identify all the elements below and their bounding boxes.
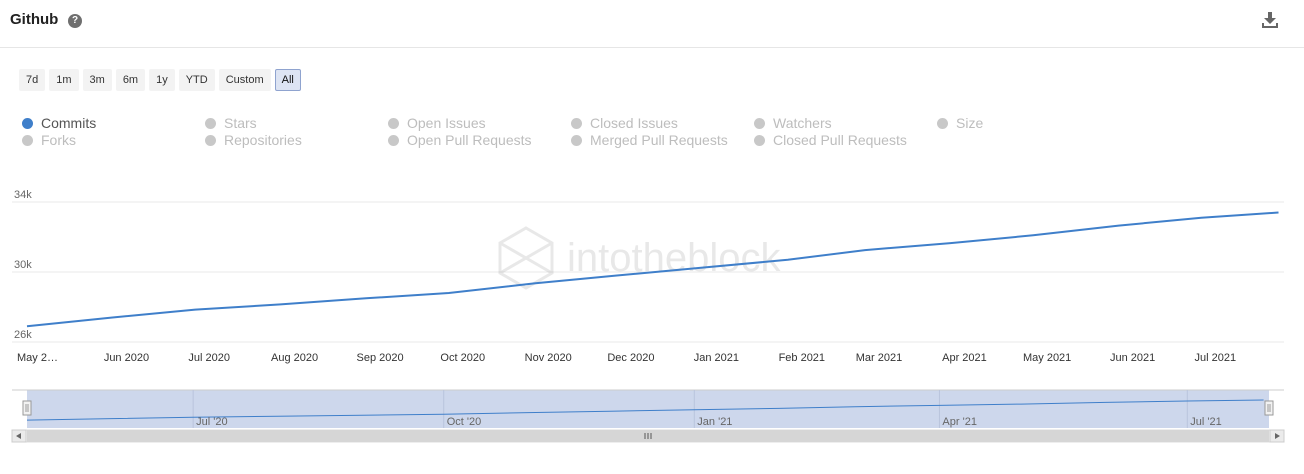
legend-label: Repositories <box>224 132 302 148</box>
navigator-label: Jul '20 <box>196 416 227 428</box>
legend-dot-icon <box>571 134 582 146</box>
range-button-3m[interactable]: 3m <box>82 69 112 91</box>
x-tick-label: May 2021 <box>1023 352 1071 364</box>
legend-label: Stars <box>224 115 257 131</box>
range-button-custom[interactable]: Custom <box>218 69 271 91</box>
download-icon[interactable] <box>1261 11 1279 29</box>
question-circle-icon[interactable]: ? <box>68 14 82 28</box>
legend-item-forks[interactable]: Forks <box>22 132 76 148</box>
navigator-label: Jan '21 <box>697 416 732 428</box>
navigator[interactable]: Jul '20 Oct '20 Jan '21 Apr '21 Jul '21 <box>12 389 1284 428</box>
x-tick-label: Jun 2021 <box>1110 352 1155 364</box>
legend-label: Forks <box>41 132 76 148</box>
navigator-label: Oct '20 <box>447 416 482 428</box>
scrollbar[interactable] <box>11 429 1285 443</box>
x-tick-label: Jul 2020 <box>188 352 230 364</box>
x-tick-label: Dec 2020 <box>607 352 654 364</box>
legend-dot-icon <box>937 117 948 129</box>
legend-item-repositories[interactable]: Repositories <box>205 132 302 148</box>
legend-dot-icon <box>388 134 399 146</box>
watermark: intotheblock <box>498 226 781 290</box>
legend-item-open-issues[interactable]: Open Issues <box>388 115 486 131</box>
legend-label: Merged Pull Requests <box>590 132 728 148</box>
legend-item-closed-pull-requests[interactable]: Closed Pull Requests <box>754 132 907 148</box>
legend-dot-icon <box>22 134 33 146</box>
legend-label: Size <box>956 115 984 131</box>
legend-item-merged-pull-requests[interactable]: Merged Pull Requests <box>571 132 728 148</box>
x-tick-label: Oct 2020 <box>440 352 485 364</box>
legend-label: Open Issues <box>407 115 486 131</box>
y-tick-label: 26k <box>14 329 32 341</box>
legend-dot-icon <box>754 117 765 129</box>
scrollbar-grip-icon <box>644 433 652 439</box>
legend-label: Closed Issues <box>590 115 678 131</box>
legend-dot-icon <box>388 117 399 129</box>
legend-label: Open Pull Requests <box>407 132 532 148</box>
legend-dot-icon <box>205 134 216 146</box>
legend-dot-icon <box>754 134 765 146</box>
navigator-right-handle[interactable] <box>1264 400 1274 416</box>
panel-header: Github ? <box>0 0 1304 48</box>
x-tick-label: Sep 2020 <box>357 352 404 364</box>
range-button-6m[interactable]: 6m <box>115 69 146 91</box>
x-tick-label: Jun 2020 <box>104 352 149 364</box>
navigator-label: Jul '21 <box>1190 416 1221 428</box>
navigator-selection[interactable] <box>27 390 1269 428</box>
arrow-right-icon <box>1275 433 1280 439</box>
x-tick-label: Nov 2020 <box>525 352 572 364</box>
legend-label: Commits <box>41 115 97 131</box>
legend-dot-icon <box>22 117 33 129</box>
watermark-logo-icon <box>498 226 554 290</box>
navigator-series-line <box>26 399 1264 421</box>
range-button-all[interactable]: All <box>274 69 301 91</box>
legend-item-closed-issues[interactable]: Closed Issues <box>571 115 678 131</box>
commits-series-line[interactable] <box>26 211 1279 328</box>
x-tick-label: Feb 2021 <box>779 352 825 364</box>
x-tick-label: May 2… <box>17 352 58 364</box>
navigator-left-handle[interactable] <box>22 400 32 416</box>
legend-label: Closed Pull Requests <box>773 132 907 148</box>
watermark-text: intotheblock <box>567 236 781 280</box>
panel-title: Github <box>10 11 59 28</box>
x-tick-label: Aug 2020 <box>271 352 318 364</box>
navigator-label: Apr '21 <box>942 416 977 428</box>
legend-item-size[interactable]: Size <box>937 115 983 131</box>
x-tick-label: Mar 2021 <box>856 352 902 364</box>
range-button-7d[interactable]: 7d <box>19 69 46 91</box>
legend-dot-icon <box>205 117 216 129</box>
range-button-ytd[interactable]: YTD <box>178 69 215 91</box>
scroll-left-button[interactable] <box>11 429 27 443</box>
legend-item-open-pull-requests[interactable]: Open Pull Requests <box>388 132 532 148</box>
chart-legend: Commits Stars Open Issues Closed Issues Watc… <box>22 115 1022 151</box>
range-button-1m[interactable]: 1m <box>49 69 79 91</box>
legend-label: Watchers <box>773 115 832 131</box>
x-tick-label: Jul 2021 <box>1195 352 1237 364</box>
range-selector: 7d 1m 3m 6m 1y YTD Custom All <box>19 69 301 91</box>
scroll-right-button[interactable] <box>1269 429 1285 443</box>
legend-item-watchers[interactable]: Watchers <box>754 115 832 131</box>
legend-item-stars[interactable]: Stars <box>205 115 257 131</box>
legend-dot-icon <box>571 117 582 129</box>
x-tick-label: Apr 2021 <box>942 352 987 364</box>
arrow-left-icon <box>16 433 21 439</box>
legend-item-commits[interactable]: Commits <box>22 115 96 131</box>
y-tick-label: 30k <box>14 259 32 271</box>
y-tick-label: 34k <box>14 189 32 201</box>
x-tick-label: Jan 2021 <box>694 352 739 364</box>
range-button-1y[interactable]: 1y <box>149 69 175 91</box>
